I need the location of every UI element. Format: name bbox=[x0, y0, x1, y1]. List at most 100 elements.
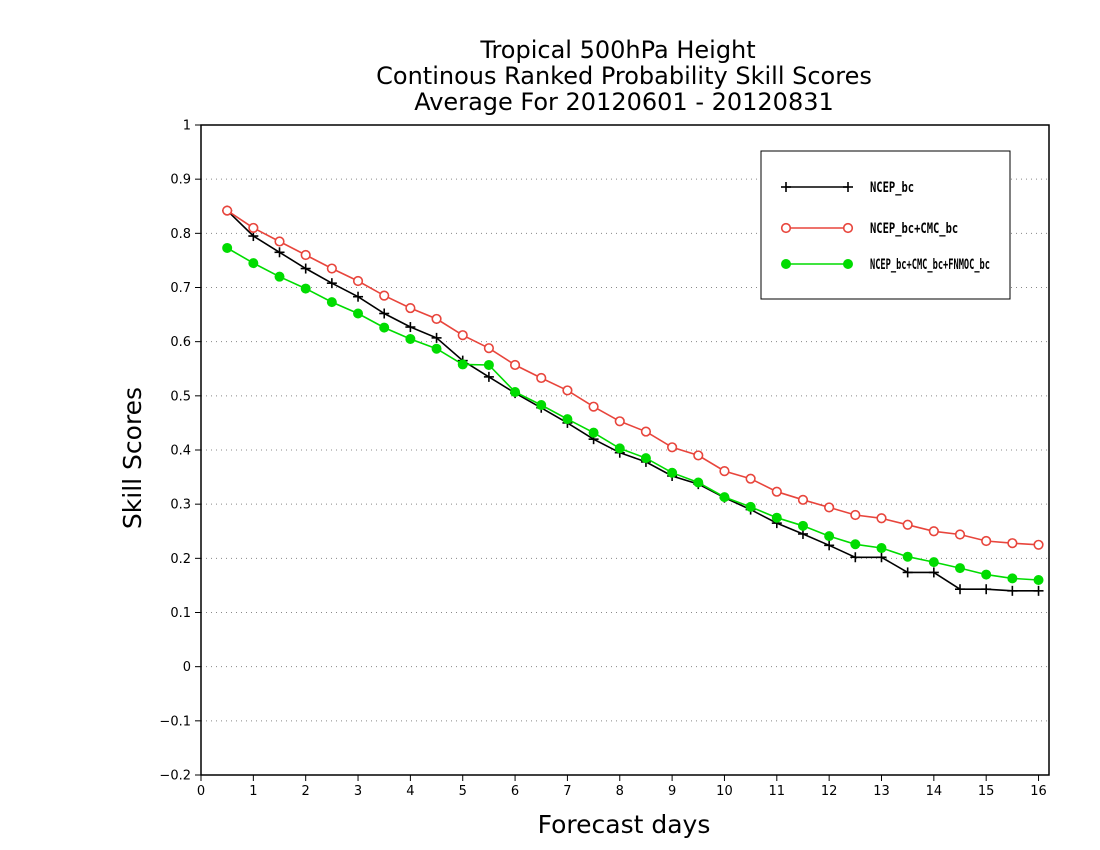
data-point bbox=[955, 563, 966, 574]
data-point bbox=[248, 258, 259, 269]
data-point bbox=[719, 466, 730, 477]
x-tick-label: 16 bbox=[1030, 784, 1047, 799]
data-point bbox=[824, 531, 835, 542]
chart-title: Tropical 500hPa Height Continous Ranked … bbox=[376, 36, 872, 116]
data-point bbox=[248, 222, 259, 234]
legend: NCEP_bc NCEP_bc+CMC_bc NCEP_bc+CMC_bc+FNMO… bbox=[760, 150, 1011, 300]
data-point bbox=[981, 569, 992, 580]
data-point bbox=[928, 567, 939, 578]
data-point bbox=[562, 385, 573, 396]
data-point bbox=[431, 332, 442, 343]
data-point bbox=[981, 535, 992, 547]
data-point bbox=[457, 330, 468, 341]
data-point bbox=[379, 322, 390, 333]
legend-marker-right bbox=[843, 182, 853, 192]
data-point bbox=[902, 567, 913, 578]
y-tick-label: 0.3 bbox=[170, 498, 191, 513]
data-point bbox=[1007, 538, 1018, 549]
data-point bbox=[1033, 575, 1044, 585]
data-point bbox=[824, 502, 835, 513]
data-point bbox=[300, 249, 311, 261]
x-tick-label: 14 bbox=[926, 784, 943, 799]
x-tick-label: 9 bbox=[668, 784, 676, 799]
legend-marker-left bbox=[780, 222, 792, 234]
data-point bbox=[1033, 539, 1044, 550]
data-point bbox=[379, 290, 390, 301]
data-point bbox=[876, 513, 887, 524]
data-point bbox=[850, 552, 861, 563]
data-point bbox=[588, 401, 599, 412]
data-point bbox=[667, 467, 678, 478]
data-point bbox=[876, 552, 887, 563]
y-tick-label: 0.2 bbox=[170, 552, 191, 567]
data-point bbox=[771, 486, 782, 497]
data-point bbox=[431, 313, 442, 325]
data-point bbox=[797, 520, 808, 531]
data-point bbox=[353, 291, 364, 302]
data-point bbox=[745, 501, 756, 512]
y-tick-label: 0.8 bbox=[170, 227, 191, 242]
x-tick-label: 10 bbox=[716, 784, 733, 799]
data-point bbox=[745, 473, 756, 484]
data-point bbox=[274, 236, 285, 247]
title-line-2: Continous Ranked Probability Skill Score… bbox=[376, 62, 872, 90]
data-point bbox=[510, 387, 521, 398]
x-tick-label: 2 bbox=[302, 784, 310, 799]
data-point bbox=[588, 427, 599, 438]
data-point bbox=[928, 557, 939, 568]
data-point bbox=[483, 359, 494, 370]
legend-entry-3: NCEP_bc+CMC_bc+FNMOC_bc bbox=[781, 257, 990, 273]
data-point bbox=[222, 205, 233, 216]
data-point bbox=[955, 584, 966, 595]
y-tick-label: 0.6 bbox=[170, 335, 191, 350]
legend-marker-right bbox=[842, 222, 854, 234]
data-point bbox=[667, 442, 678, 453]
data-point bbox=[483, 371, 494, 382]
title-line-3: Average For 20120601 - 20120831 bbox=[414, 88, 834, 116]
data-point bbox=[536, 400, 547, 411]
data-point bbox=[902, 551, 913, 562]
y-tick-label: 0.9 bbox=[170, 173, 191, 188]
data-point bbox=[850, 509, 861, 521]
x-tick-label: 12 bbox=[821, 784, 838, 799]
data-point bbox=[1007, 573, 1018, 584]
x-tick-label: 1 bbox=[249, 784, 257, 799]
x-tick-label: 8 bbox=[616, 784, 624, 799]
legend-label: NCEP_bc+CMC_bc bbox=[870, 221, 958, 237]
y-tick-label: 0.4 bbox=[170, 444, 191, 459]
series-line bbox=[226, 210, 1039, 592]
x-tick-label: 4 bbox=[406, 784, 414, 799]
y-tick-label: 1 bbox=[183, 119, 191, 134]
data-point bbox=[981, 584, 992, 595]
data-point bbox=[405, 322, 416, 333]
data-point bbox=[405, 302, 416, 314]
x-tick-label: 0 bbox=[197, 784, 205, 799]
y-tick-label: −0.2 bbox=[159, 769, 191, 784]
legend-marker-right bbox=[843, 259, 853, 269]
legend-marker-left bbox=[781, 259, 791, 269]
data-point bbox=[274, 247, 285, 258]
y-tick-label: −0.1 bbox=[159, 714, 191, 729]
y-tick-label: 0.7 bbox=[170, 281, 191, 296]
data-point bbox=[483, 343, 495, 354]
data-point bbox=[457, 359, 468, 370]
data-point bbox=[509, 359, 521, 371]
data-point bbox=[326, 263, 337, 274]
legend-box bbox=[760, 150, 1011, 300]
data-point bbox=[771, 512, 782, 523]
legend-entry-2: NCEP_bc+CMC_bc bbox=[780, 221, 958, 237]
data-point bbox=[431, 343, 442, 354]
legend-entry-1: NCEP_bc bbox=[781, 180, 914, 196]
data-point bbox=[797, 494, 809, 505]
data-point bbox=[562, 414, 573, 425]
data-point bbox=[640, 453, 651, 464]
data-point bbox=[1007, 585, 1018, 596]
data-point bbox=[326, 297, 337, 308]
data-point bbox=[300, 283, 311, 294]
data-point bbox=[405, 333, 416, 344]
data-point bbox=[353, 308, 364, 319]
data-point bbox=[928, 526, 939, 537]
y-tick-label: 0.5 bbox=[170, 389, 191, 404]
data-point bbox=[274, 271, 285, 282]
series-layer bbox=[222, 205, 1044, 596]
